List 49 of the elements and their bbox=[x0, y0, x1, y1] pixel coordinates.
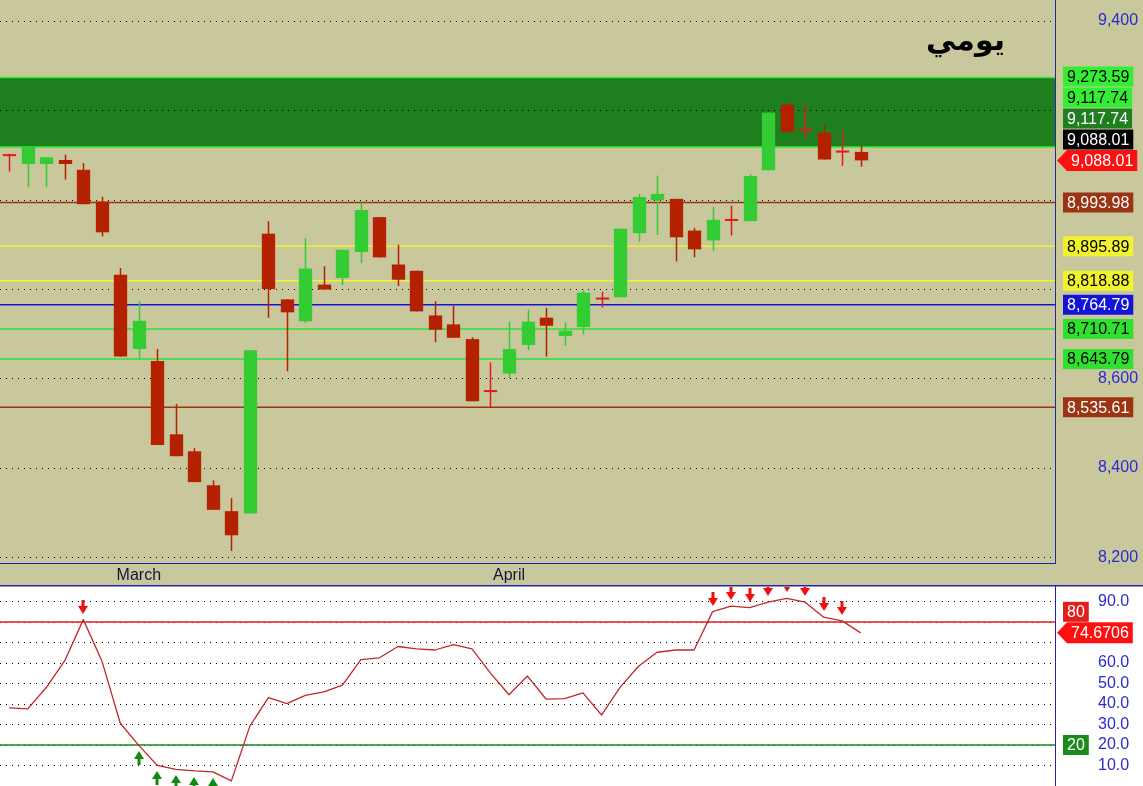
candlestick bbox=[428, 300, 443, 344]
text: 9,088.01 bbox=[1067, 130, 1130, 148]
ref-line-label: 8,764.79 bbox=[1067, 296, 1130, 314]
y-tick-label: 30.0 bbox=[1098, 714, 1130, 732]
y-tick-label: 8,200 bbox=[1098, 547, 1139, 565]
candlestick bbox=[854, 144, 869, 168]
candlestick bbox=[558, 321, 573, 347]
candlestick bbox=[539, 307, 554, 358]
candlestick bbox=[58, 153, 73, 181]
y-tick-label: 50.0 bbox=[1098, 673, 1130, 691]
y-tick-label: 8,600 bbox=[1098, 368, 1139, 386]
candlestick bbox=[391, 244, 406, 287]
candlestick bbox=[521, 308, 536, 352]
ref-line-label: 8,535.61 bbox=[1067, 398, 1130, 416]
candlestick bbox=[483, 361, 498, 409]
ref-line-label: 80 bbox=[1067, 603, 1085, 621]
x-tick-label: March bbox=[116, 566, 162, 584]
ref-line-label: 8,710.71 bbox=[1067, 320, 1130, 338]
text: 9,088.01 bbox=[1071, 151, 1134, 169]
y-tick-label: 90.0 bbox=[1098, 591, 1130, 609]
candlestick bbox=[39, 156, 54, 188]
ref-line-label: 9,273.59 bbox=[1067, 67, 1130, 85]
text: 74.6706 bbox=[1071, 624, 1129, 642]
band-label: 9,117.74 bbox=[1067, 109, 1129, 127]
candlestick bbox=[650, 174, 665, 236]
ref-line-label: 20 bbox=[1067, 736, 1085, 754]
candlestick bbox=[798, 104, 813, 139]
y-tick-label: 10.0 bbox=[1098, 755, 1130, 773]
candlestick bbox=[706, 206, 721, 252]
legend-label: 9,117.74 bbox=[1067, 88, 1129, 106]
candlestick bbox=[317, 265, 332, 291]
x-tick-label: April bbox=[492, 566, 525, 584]
ref-line-label: 8,895.89 bbox=[1067, 237, 1130, 255]
text: يومي bbox=[926, 22, 1005, 58]
candlestick bbox=[280, 298, 295, 373]
candlestick bbox=[446, 305, 461, 339]
ref-line-label: 8,818.88 bbox=[1067, 272, 1130, 290]
y-tick-label: 8,400 bbox=[1098, 458, 1139, 476]
candlestick bbox=[687, 227, 702, 259]
ref-line-label: 8,993.98 bbox=[1067, 193, 1130, 211]
y-tick-label: 60.0 bbox=[1098, 653, 1130, 671]
y-tick-label: 9,400 bbox=[1098, 11, 1139, 29]
y-tick-label: 40.0 bbox=[1098, 694, 1130, 712]
candlestick bbox=[724, 204, 739, 237]
candlestick bbox=[21, 146, 36, 188]
candlestick bbox=[169, 403, 184, 457]
ref-line-label: 8,643.79 bbox=[1067, 350, 1130, 368]
y-tick-label: 20.0 bbox=[1098, 735, 1130, 753]
candlestick bbox=[835, 129, 850, 167]
